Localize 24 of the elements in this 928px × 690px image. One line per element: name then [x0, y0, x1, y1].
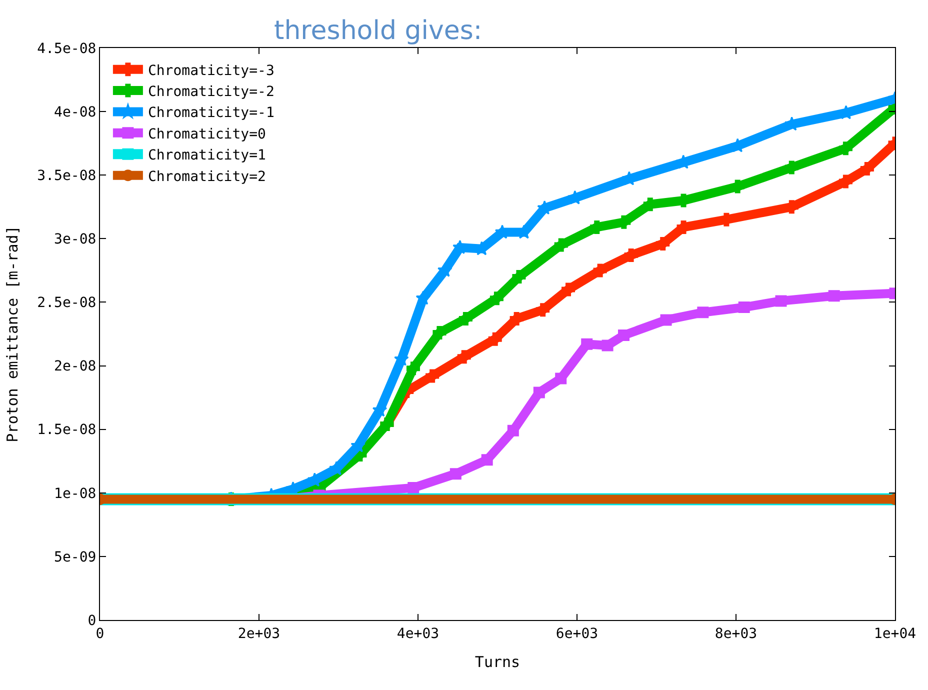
y-tick-label: 2e-08 — [54, 358, 96, 375]
y-tick-label: 3e-08 — [54, 232, 96, 248]
y-tick-label: 1e-08 — [54, 486, 96, 502]
x-axis-title: Turns — [474, 652, 520, 671]
x-tick-label: 6e+03 — [556, 626, 598, 642]
y-tick-label: 3.5e-08 — [37, 168, 96, 184]
legend-label: Chromaticity=-1 — [148, 105, 274, 122]
y-axis-title: Proton emittance [m-rad] — [3, 226, 22, 442]
x-tick-label: 2e+03 — [238, 626, 280, 642]
x-tick-label: 8e+03 — [714, 626, 758, 642]
legend-label: Chromaticity=-3 — [148, 62, 274, 79]
legend-label: Chromaticity=-2 — [148, 84, 274, 100]
y-tick-label: 4.5e-08 — [37, 40, 96, 57]
y-tick-label: 5e-09 — [54, 549, 96, 566]
legend-label: Chromaticity=0 — [148, 126, 266, 142]
text: threshold gives: — [274, 16, 482, 46]
y-tick-label: 2.5e-08 — [37, 295, 96, 312]
y-tick-label: 4e-08 — [54, 104, 96, 120]
x-tick-label: 4e+03 — [396, 626, 440, 642]
legend-label: Chromaticity=2 — [148, 168, 266, 185]
legend-label: Chromaticity=1 — [148, 148, 266, 164]
y-tick-label: 0 — [88, 612, 96, 629]
x-tick-label: 1e+04 — [874, 626, 916, 642]
y-tick-label: 1.5e-08 — [37, 422, 96, 438]
